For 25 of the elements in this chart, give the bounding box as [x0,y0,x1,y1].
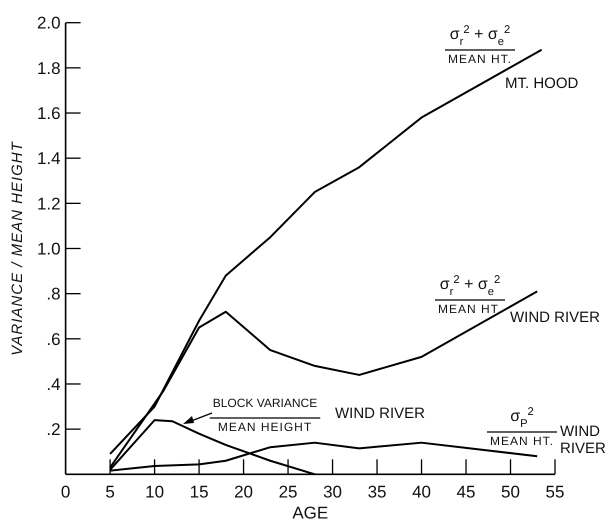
y-tick-label: 2.0 [36,14,61,33]
x-tick-label: 35 [368,482,386,502]
x-tick-label: 40 [412,482,431,502]
x-tick-label: 25 [278,482,298,502]
x-tick-label: 55 [546,482,564,502]
y-tick-label: .6 [46,330,61,349]
y-tick-label: 1.4 [36,149,61,168]
text: BLOCK VARIANCE MEAN HEIGHT WIND RIVER [212,396,425,434]
y-tick-label: .8 [46,284,61,304]
x-tick-label: 50 [501,482,520,502]
x-tick-label: 30 [323,482,342,502]
x-tick-label: 5 [105,482,115,502]
y-tick-label: 1.2 [36,194,61,214]
x-tick-label: 0 [60,482,70,502]
y-tick-label: 1.0 [36,240,61,258]
y-tick-label: .2 [46,420,61,440]
y-axis-title: VARIANCE / MEAN HEIGHT [9,140,26,356]
x-tick-label: 20 [234,482,254,502]
y-tick-label: 1.8 [36,58,61,78]
x-tick-label: 15 [190,482,209,502]
y-tick-label: 1.6 [36,104,61,124]
x-axis-title: AGE [292,503,328,521]
x-tick-label: 10 [145,482,164,502]
y-tick-label: .4 [46,374,61,394]
x-tick-label: 45 [456,482,476,502]
